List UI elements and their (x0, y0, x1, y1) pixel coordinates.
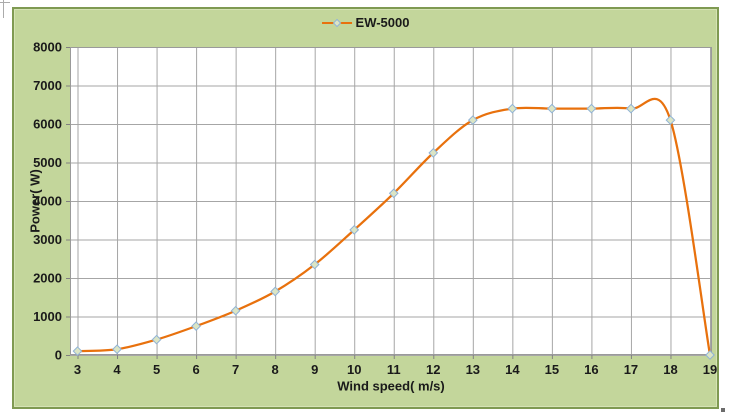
data-point-marker (270, 286, 281, 297)
svg-text:3: 3 (74, 362, 81, 377)
data-point-marker (72, 346, 83, 357)
data-point-marker (507, 103, 518, 114)
worksheet-cell-border-vertical (3, 0, 4, 18)
data-point-marker (626, 103, 636, 114)
svg-text:10: 10 (347, 362, 361, 377)
svg-text:7000: 7000 (33, 78, 62, 93)
data-point-marker (151, 334, 162, 345)
svg-text:1000: 1000 (33, 309, 62, 324)
data-point-marker (309, 259, 320, 270)
data-point-marker (349, 224, 360, 235)
data-point-marker (546, 103, 557, 114)
data-point-marker (705, 350, 715, 360)
data-point-marker (586, 103, 597, 114)
svg-text:11: 11 (387, 362, 401, 377)
x-axis-title: Wind speed( m/s) (337, 378, 445, 394)
legend-series-label: EW-5000 (355, 15, 410, 30)
svg-text:2000: 2000 (33, 271, 62, 286)
svg-text:14: 14 (505, 362, 520, 377)
chart-legend[interactable]: EW-5000 (321, 15, 410, 30)
svg-text:19: 19 (703, 362, 717, 377)
series-markers[interactable] (72, 103, 715, 360)
svg-text:13: 13 (466, 362, 480, 377)
svg-text:17: 17 (624, 362, 638, 377)
plot-area-border (70, 47, 712, 355)
svg-text:4: 4 (113, 362, 121, 377)
data-point-marker (428, 147, 439, 158)
data-point-marker (388, 188, 399, 199)
worksheet-cell-border-horizontal (0, 2, 10, 3)
svg-text:5000: 5000 (33, 155, 62, 170)
legend-diamond-marker-icon (332, 18, 341, 27)
svg-text:8000: 8000 (33, 40, 62, 55)
svg-text:0: 0 (55, 348, 62, 363)
plot-canvas[interactable]: 3 4 5 6 7 8 9 10 11 12 13 14 15 16 17 18 19 0 1000 2000 3000… (14, 9, 721, 411)
svg-text:15: 15 (545, 362, 559, 377)
data-point-marker (191, 321, 202, 332)
chart-resize-handle-dot (721, 408, 725, 412)
svg-text:9: 9 (311, 362, 318, 377)
svg-text:18: 18 (663, 362, 677, 377)
x-axis-tick-labels: 3 4 5 6 7 8 9 10 11 12 13 14 15 16 17 18 19 (74, 362, 717, 377)
data-point-marker (230, 305, 241, 316)
svg-text:16: 16 (584, 362, 598, 377)
data-point-marker (467, 115, 478, 126)
svg-text:5: 5 (153, 362, 160, 377)
svg-text:3000: 3000 (33, 232, 62, 247)
svg-text:12: 12 (426, 362, 440, 377)
svg-text:4000: 4000 (33, 194, 62, 209)
data-point-marker (665, 115, 676, 126)
svg-text:8: 8 (272, 362, 279, 377)
data-point-marker (112, 344, 122, 355)
svg-text:6: 6 (192, 362, 199, 377)
legend-line-icon (321, 18, 352, 27)
y-axis-title: Power( W) (27, 169, 43, 233)
chart-area[interactable]: 3 4 5 6 7 8 9 10 11 12 13 14 15 16 17 18 19 0 1000 2000 3000… (12, 7, 719, 409)
svg-text:6000: 6000 (33, 117, 62, 132)
y-axis-tick-labels: 0 1000 2000 3000 4000 5000 6000 7000 8000 (33, 40, 62, 363)
svg-text:7: 7 (232, 362, 239, 377)
